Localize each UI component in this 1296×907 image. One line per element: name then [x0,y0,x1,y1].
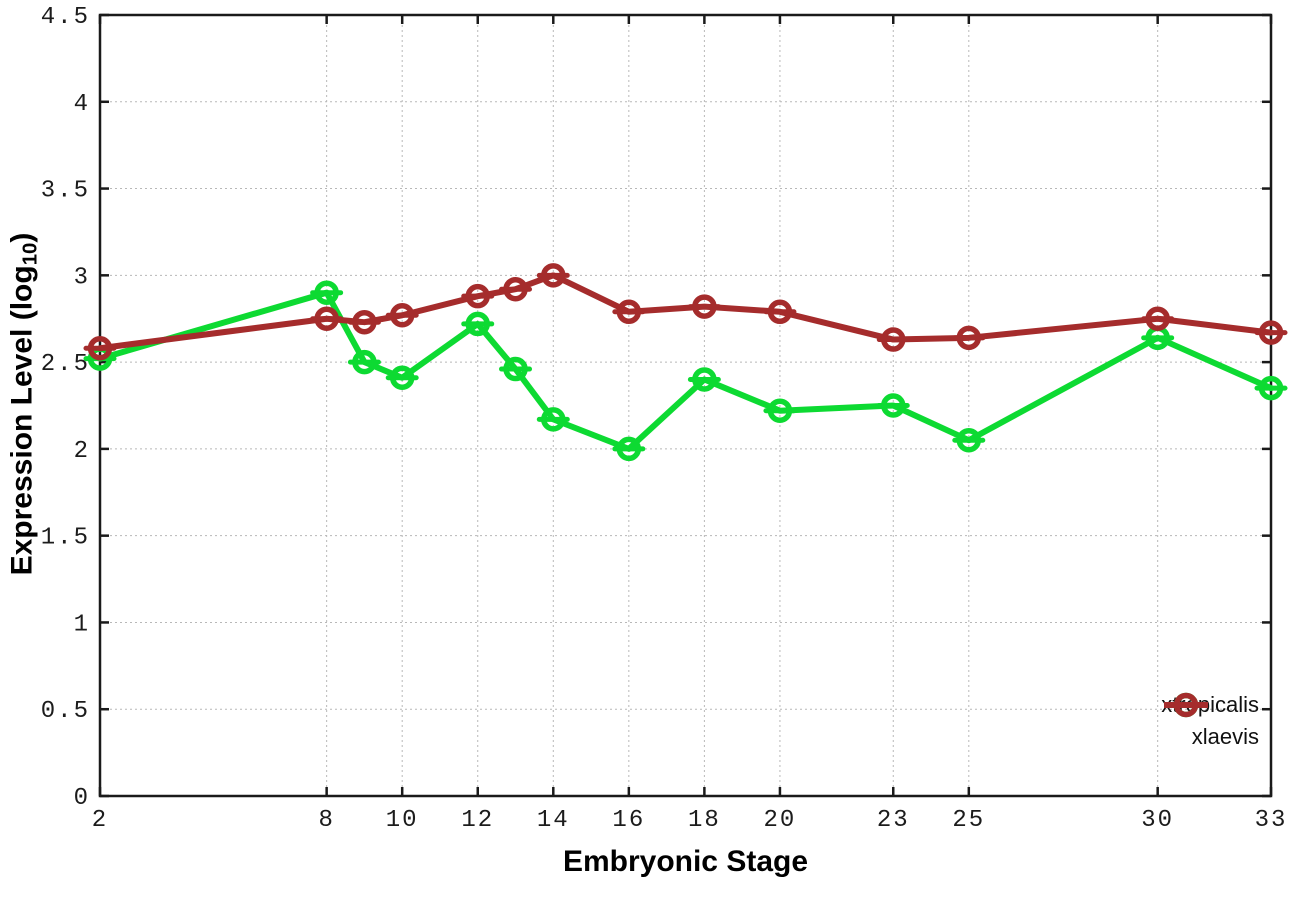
y-tick-label: 2 [74,438,90,465]
marker-xtropicalis [503,356,528,382]
y-tick-label: 1.5 [41,525,90,552]
x-tick-label: 25 [952,807,985,834]
x-tick-label: 2 [92,807,108,834]
x-tick-label: 33 [1255,807,1288,834]
marker-xtropicalis [465,311,490,337]
marker-xlaevis [616,299,642,325]
marker-xtropicalis [616,436,642,462]
marker-xlaevis [1145,306,1170,331]
x-tick-label: 12 [461,807,494,834]
x-tick-label: 23 [877,807,910,834]
legend-circle-sample [1173,692,1199,718]
marker-xtropicalis [314,280,339,305]
legend-label-xlaevis: xlaevis [1191,724,1259,749]
y-tick-label: 4.5 [41,4,90,31]
marker-xlaevis [503,276,528,302]
x-tick-label: 18 [688,807,721,834]
plot-border [98,13,1273,798]
x-tick-label: 20 [764,807,797,834]
y-tick-label: 1 [74,611,90,638]
marker-xlaevis [352,309,377,335]
marker-xlaevis [465,283,490,309]
y-axis-label-subscript: 10 [19,242,42,266]
legend: xtropicalis xlaevis [1161,691,1259,751]
marker-xlaevis [87,335,113,361]
series-line-xlaevis [97,272,1274,352]
marker-xlaevis [956,325,982,351]
marker-xtropicalis [1258,375,1284,401]
marker-xlaevis [767,299,793,325]
marker-xtropicalis [389,365,415,390]
y-axis-label-end: ) [5,232,39,243]
y-tick-label: 4 [74,91,90,118]
y-axis-label-main: Expression Level (log [5,265,39,576]
marker-xtropicalis [692,367,717,392]
marker-xtropicalis [956,427,982,453]
marker-xtropicalis [541,407,566,432]
y-tick-label: 0 [74,785,90,812]
marker-xtropicalis [881,393,906,418]
marker-xlaevis [389,303,415,328]
y-tick-label: 3 [74,264,90,291]
marker-xlaevis [692,294,717,319]
marker-xlaevis [314,306,339,331]
y-axis-label: Expression Level (log10) [5,233,42,576]
x-axis-label: Embryonic Stage [562,845,809,878]
y-tick-label: 2.5 [41,351,90,378]
series-line-xtropicalis [97,289,1274,452]
marker-xlaevis [1258,320,1284,345]
x-tick-label: 16 [612,807,645,834]
marker-xtropicalis [767,398,793,423]
legend-marker-xlaevis [1164,692,1209,718]
y-tick-label: 0.5 [41,698,90,725]
x-tick-label: 8 [318,807,334,834]
x-tick-label: 30 [1141,807,1174,834]
x-tick-label: 14 [537,807,570,834]
marker-xlaevis [541,263,566,288]
marker-xtropicalis [352,349,377,375]
marker-xlaevis [881,327,906,352]
legend-item-xlaevis: xlaevis [1164,692,1259,751]
x-tick-label: 10 [386,807,419,834]
y-tick-label: 3.5 [41,178,90,205]
